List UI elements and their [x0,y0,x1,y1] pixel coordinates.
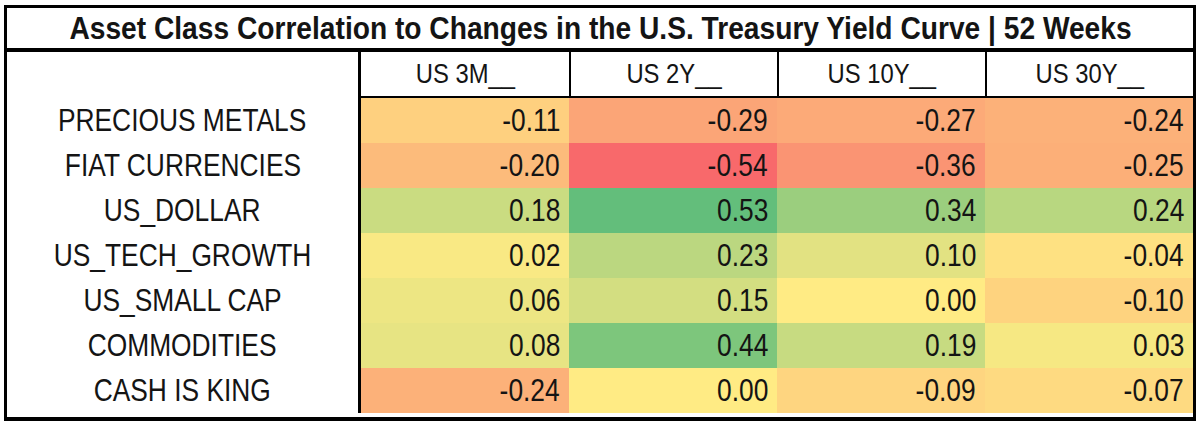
heatmap-cell-r7c1-text: -0.24 [500,373,560,409]
corner-cell [7,52,361,98]
heatmap-cell-r2c1-text: -0.20 [500,148,560,184]
heatmap-cell-r6c2-text: 0.44 [717,328,768,364]
heatmap-cell-r5c1: 0.06 [361,278,569,323]
row-label-5-text: US_SMALL CAP [83,283,281,319]
row-label-1-text: PRECIOUS METALS [58,103,306,139]
heatmap-grid: US 3M__ US 2Y__ US 10Y__ US 30Y__ PRECIOUS M… [7,52,1193,413]
heatmap-cell-r5c4: -0.10 [985,278,1193,323]
row-label-3-text: US_DOLLAR [104,193,261,229]
column-header-3-text: US 10Y__ [828,58,936,90]
heatmap-cell-r6c1: 0.08 [361,323,569,368]
heatmap-cell-r2c3-text: -0.36 [916,148,976,184]
heatmap-cell-r1c3: -0.27 [777,98,985,143]
heatmap-cell-r3c1-text: 0.18 [509,193,560,229]
heatmap-cell-r5c2-text: 0.15 [717,283,768,319]
heatmap-cell-r1c3-text: -0.27 [916,103,976,139]
heatmap-cell-r4c3-text: 0.10 [925,238,976,274]
column-header-3: US 10Y__ [777,52,985,98]
heatmap-cell-r2c2-text: -0.54 [708,148,768,184]
heatmap-cell-r3c4-text: 0.24 [1133,193,1184,229]
heatmap-cell-r7c3-text: -0.09 [916,373,976,409]
heatmap-cell-r7c2-text: 0.00 [717,373,768,409]
heatmap-cell-r7c1: -0.24 [361,368,569,413]
row-label-6: COMMODITIES [7,323,361,368]
heatmap-cell-r4c1: 0.02 [361,233,569,278]
column-header-1-text: US 3M__ [415,58,514,90]
row-label-6-text: COMMODITIES [88,328,277,364]
column-header-2-text: US 2Y__ [626,58,721,90]
heatmap-cell-r6c2: 0.44 [569,323,777,368]
row-label-4-text: US_TECH_GROWTH [54,238,312,274]
heatmap-cell-r3c2: 0.53 [569,188,777,233]
heatmap-cell-r1c1-text: -0.11 [502,103,560,139]
chart-title-bar: Asset Class Correlation to Changes in th… [7,8,1193,52]
heatmap-cell-r4c2-text: 0.23 [717,238,768,274]
row-label-5: US_SMALL CAP [7,278,361,323]
column-header-4-text: US 30Y__ [1036,58,1144,90]
heatmap-cell-r6c4: 0.03 [985,323,1193,368]
heatmap-cell-r5c3: 0.00 [777,278,985,323]
heatmap-cell-r3c3: 0.34 [777,188,985,233]
column-header-4: US 30Y__ [985,52,1193,98]
heatmap-cell-r4c3: 0.10 [777,233,985,278]
heatmap-cell-r6c1-text: 0.08 [509,328,560,364]
column-header-2: US 2Y__ [569,52,777,98]
heatmap-cell-r5c3-text: 0.00 [925,283,976,319]
heatmap-cell-r6c3: 0.19 [777,323,985,368]
column-header-1: US 3M__ [361,52,569,98]
heatmap-cell-r1c4-text: -0.24 [1124,103,1184,139]
correlation-heatmap: Asset Class Correlation to Changes in th… [0,0,1200,425]
heatmap-cell-r6c3-text: 0.19 [925,328,976,364]
row-label-7: CASH IS KING [7,368,361,413]
heatmap-cell-r3c4: 0.24 [985,188,1193,233]
heatmap-cell-r7c4: -0.07 [985,368,1193,413]
heatmap-cell-r1c2-text: -0.29 [708,103,768,139]
row-label-2-text: FIAT CURRENCIES [64,148,300,184]
heatmap-cell-r1c2: -0.29 [569,98,777,143]
heatmap-cell-r4c4-text: -0.04 [1124,238,1184,274]
chart-title: Asset Class Correlation to Changes in th… [69,10,1131,47]
table-frame: Asset Class Correlation to Changes in th… [4,5,1196,421]
heatmap-cell-r2c4: -0.25 [985,143,1193,188]
heatmap-cell-r1c1: -0.11 [361,98,569,143]
heatmap-cell-r7c2: 0.00 [569,368,777,413]
heatmap-cell-r3c3-text: 0.34 [925,193,976,229]
heatmap-cell-r3c1: 0.18 [361,188,569,233]
heatmap-cell-r4c1-text: 0.02 [509,238,560,274]
heatmap-cell-r5c1-text: 0.06 [509,283,560,319]
heatmap-cell-r1c4: -0.24 [985,98,1193,143]
heatmap-cell-r6c4-text: 0.03 [1133,328,1184,364]
row-label-3: US_DOLLAR [7,188,361,233]
heatmap-cell-r5c4-text: -0.10 [1124,283,1184,319]
heatmap-cell-r7c3: -0.09 [777,368,985,413]
heatmap-cell-r4c2: 0.23 [569,233,777,278]
row-label-2: FIAT CURRENCIES [7,143,361,188]
heatmap-cell-r2c2: -0.54 [569,143,777,188]
row-label-1: PRECIOUS METALS [7,98,361,143]
heatmap-cell-r2c4-text: -0.25 [1124,148,1184,184]
heatmap-cell-r7c4-text: -0.07 [1124,373,1184,409]
row-label-7-text: CASH IS KING [94,373,271,409]
heatmap-cell-r4c4: -0.04 [985,233,1193,278]
heatmap-cell-r2c3: -0.36 [777,143,985,188]
heatmap-cell-r2c1: -0.20 [361,143,569,188]
heatmap-cell-r5c2: 0.15 [569,278,777,323]
heatmap-cell-r3c2-text: 0.53 [717,193,768,229]
row-label-4: US_TECH_GROWTH [7,233,361,278]
